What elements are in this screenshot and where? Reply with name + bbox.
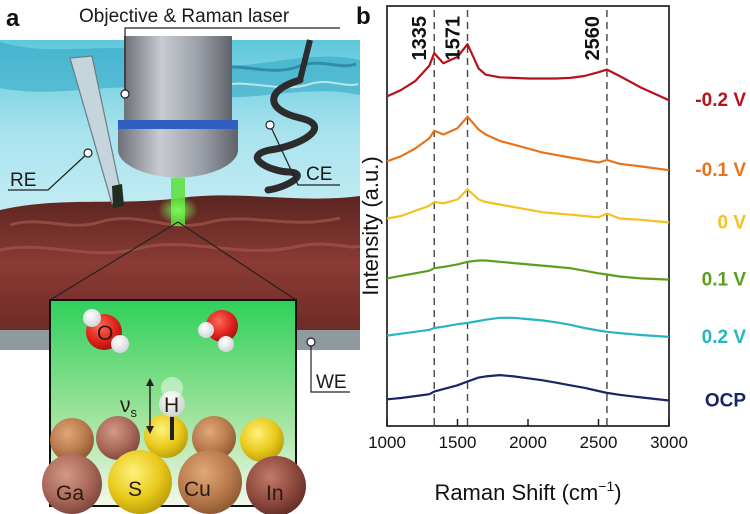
x-axis-title-close: ) [614, 480, 621, 505]
objective-upper-body [124, 36, 232, 120]
spectra [386, 43, 670, 402]
re-callout-dot [83, 148, 93, 158]
water-h-atom [83, 309, 101, 327]
peak-label-1335: 1335 [409, 16, 431, 61]
plot-frame [386, 5, 670, 427]
element-label-in: In [266, 482, 284, 505]
x-tick-label: 2000 [509, 433, 547, 452]
water-molecule-right [198, 310, 238, 352]
re-callout-line [8, 152, 89, 191]
water-o-label: O [97, 322, 113, 345]
sample-surface-texture [0, 242, 361, 255]
we-callout-dot [306, 337, 316, 347]
vibration-nu: ν [120, 394, 131, 417]
x-axis-title-sup: −1 [598, 478, 614, 494]
spectrum-line-02v [386, 43, 670, 102]
panel-b: b 1000 1500 2000 2500 3000 1335 1571 2560 -0.2… [356, 3, 746, 505]
water-h-atom [218, 336, 234, 352]
panel-a: H νs O Ga S Cu In Objec [0, 5, 361, 514]
we-callout-line [310, 342, 350, 393]
x-tick-label: 1500 [439, 433, 477, 452]
atom-back [96, 416, 140, 460]
sample-surface-texture [9, 216, 341, 227]
x-axis-ticks: 1000 1500 2000 2500 3000 [368, 419, 688, 452]
spectrum-line-01v [386, 259, 670, 281]
adsorbed-h-atom [159, 391, 185, 417]
spectrum-line-02v [386, 316, 670, 338]
re-label: RE [10, 170, 36, 191]
counter-electrode-coil [253, 76, 319, 194]
water-o-atom [206, 310, 238, 342]
legend-label-01v: 0.1 V [702, 270, 747, 291]
ce-label: CE [306, 164, 332, 185]
adsorbed-h-glow [161, 377, 183, 399]
we-label: WE [316, 372, 347, 393]
spectrum-line-ocp [386, 374, 670, 402]
x-axis-title: Raman Shift (cm−1) [434, 478, 621, 505]
water-h-atom [111, 335, 129, 353]
atom-cu [178, 450, 242, 514]
atomic-inset: H νs O Ga S Cu In [42, 299, 306, 514]
ce-callout-line [269, 124, 340, 186]
x-tick-label: 3000 [650, 433, 688, 452]
y-axis-title: Intensity (a.u.) [358, 156, 383, 295]
atom-s [108, 450, 172, 514]
panel-b-letter: b [356, 3, 371, 30]
ce-callout-dot [265, 120, 275, 130]
surface-atoms [42, 414, 306, 514]
objective-callout-dot [120, 89, 130, 99]
element-label-s: S [128, 478, 142, 501]
peak-label-1571: 1571 [443, 16, 465, 61]
element-label-ga: Ga [56, 482, 84, 505]
atom-back [144, 414, 188, 458]
counter-electrode-wire [297, 39, 313, 81]
h-label: H [164, 394, 179, 417]
water-molecule-left: O [83, 309, 129, 353]
vibration-sub: s [131, 405, 138, 420]
sample-surface [0, 195, 360, 330]
legend-label-01v: -0.1 V [695, 160, 746, 181]
vibration-arrow-head-down [146, 426, 154, 434]
objective-blue-ring [118, 120, 238, 129]
objective-label: Objective & Raman laser [79, 6, 290, 27]
water-ripple-line [219, 81, 359, 89]
legend-label-ocp: OCP [705, 391, 747, 412]
vibration-label: νs [120, 394, 138, 420]
atom-in [246, 456, 306, 514]
spectrum-line-0v [386, 188, 670, 224]
vibration-arrow-head-up [146, 378, 154, 386]
spectrum-line-01v [386, 115, 670, 172]
objective-callout-line [124, 27, 340, 94]
legend-label-02v: -0.2 V [695, 90, 746, 111]
laser-spot-glow [158, 196, 198, 224]
atom-back [50, 418, 94, 462]
x-axis-title-main: Raman Shift (cm [434, 480, 598, 505]
peak-labels: 1335 1571 2560 [409, 16, 604, 61]
panel-a-letter: a [6, 5, 20, 32]
atom-ga [42, 454, 102, 514]
atom-back [192, 416, 236, 460]
peak-lines [433, 10, 608, 426]
atom-back [240, 418, 284, 462]
legend-label-0v: 0 V [717, 212, 746, 233]
peak-label-2560: 2560 [582, 16, 604, 61]
zoom-line-right [177, 221, 297, 301]
element-label-cu: Cu [184, 478, 211, 501]
reference-electrode-tip [112, 184, 124, 208]
zoom-line-left [49, 221, 179, 301]
objective-lower-body [118, 129, 238, 178]
x-tick-label: 2500 [580, 433, 618, 452]
water-h-atom [198, 322, 214, 338]
x-tick-label: 1000 [368, 433, 406, 452]
legend-label-02v: 0.2 V [702, 327, 747, 348]
voltage-legend: -0.2 V -0.1 V 0 V 0.1 V 0.2 V OCP [695, 90, 746, 411]
